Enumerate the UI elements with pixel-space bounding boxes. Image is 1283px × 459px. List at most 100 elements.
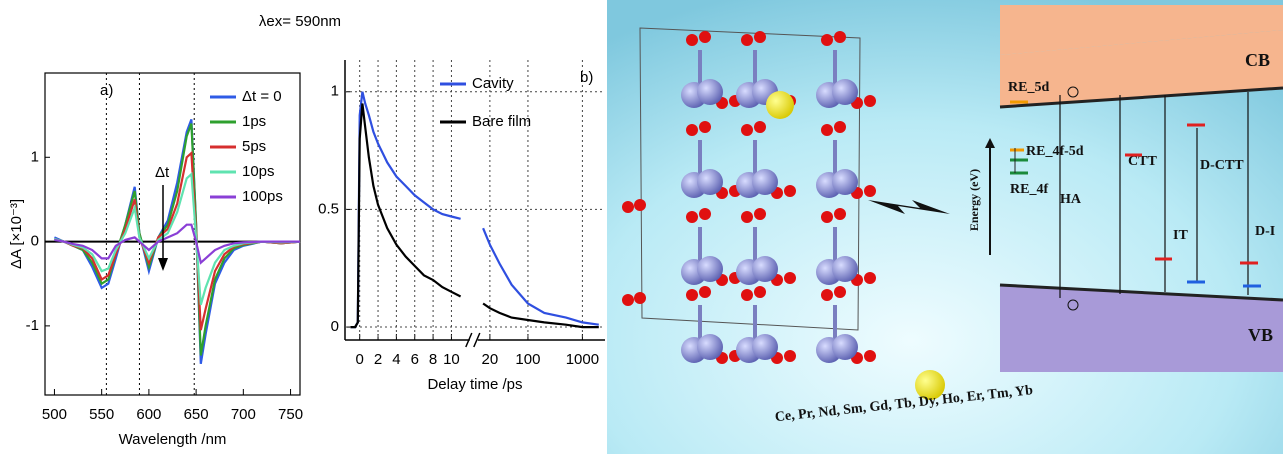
figure-label: λex= 590nm (259, 13, 341, 30)
o-atom (821, 34, 833, 46)
o-atom (699, 121, 711, 133)
o-atom (821, 211, 833, 223)
metal-atom (752, 256, 778, 282)
vb-label: VB (1248, 325, 1273, 345)
metal-atom (832, 256, 858, 282)
page: λex= 590nm -101500550600650700750Δt = 01… (0, 0, 1283, 459)
x-tick-label: 6 (411, 351, 419, 368)
legend-label: 100ps (242, 188, 283, 205)
it-label: IT (1173, 228, 1188, 243)
o-atom (864, 185, 876, 197)
o-atom (699, 208, 711, 220)
metal-atom (832, 79, 858, 105)
o-atom (686, 289, 698, 301)
o-atom (699, 31, 711, 43)
metal-atom (752, 169, 778, 195)
o-atom (741, 289, 753, 301)
x-tick-label: 500 (42, 406, 67, 423)
diagram: Ce, Pr, Nd, Sm, Gd, Tb, Dy, Ho, Er, Tm, … (607, 0, 1283, 454)
metal-atom (752, 334, 778, 360)
cb-label: CB (1245, 50, 1270, 70)
x-tick-label: 100 (515, 351, 540, 368)
legend-label: 1ps (242, 113, 266, 130)
x-tick-label: 700 (231, 406, 256, 423)
o-atom (754, 121, 766, 133)
o-atom (686, 211, 698, 223)
y-tick-label: -1 (26, 317, 39, 334)
x-tick-label: 750 (278, 406, 303, 423)
o-atom (754, 208, 766, 220)
re4f-label: RE_4f (1010, 182, 1048, 197)
dit-label: D-I (1255, 224, 1275, 239)
o-atom (864, 350, 876, 362)
o-atom (834, 31, 846, 43)
x-tick-label: 2 (374, 351, 382, 368)
dopant-atom (766, 91, 794, 119)
o-atom (741, 211, 753, 223)
x-tick-label: 1000 (566, 351, 599, 368)
re4f5d-label: RE_4f-5d (1026, 144, 1084, 159)
metal-atom (697, 79, 723, 105)
panel-label: b) (580, 69, 593, 86)
x-axis-label: Wavelength /nm (119, 431, 227, 448)
y-tick-label: 0 (31, 233, 39, 250)
dctt-label: D-CTT (1200, 158, 1244, 173)
ha-label: HA (1060, 192, 1082, 207)
y-tick-label: 1 (331, 83, 339, 100)
x-tick-label: 600 (136, 406, 161, 423)
o-atom (784, 272, 796, 284)
y-tick-label: 0.5 (318, 200, 339, 217)
re5d-label: RE_5d (1008, 80, 1049, 95)
metal-atom (832, 169, 858, 195)
o-atom (741, 34, 753, 46)
legend-label: 5ps (242, 138, 266, 155)
o-atom (864, 95, 876, 107)
metal-atom (697, 169, 723, 195)
x-tick-label: 0 (356, 351, 364, 368)
legend-label: Cavity (472, 75, 514, 92)
energy-label: Energy (eV) (967, 169, 981, 231)
o-atom (634, 199, 646, 211)
x-tick-label: 20 (482, 351, 499, 368)
figure: λex= 590nm -101500550600650700750Δt = 01… (0, 0, 1283, 454)
o-atom (784, 350, 796, 362)
o-atom (741, 124, 753, 136)
o-atom (821, 124, 833, 136)
x-axis-label: Delay time /ps (427, 376, 522, 393)
o-atom (634, 292, 646, 304)
x-tick-label: 650 (184, 406, 209, 423)
metal-atom (832, 334, 858, 360)
o-atom (864, 272, 876, 284)
x-tick-label: 550 (89, 406, 114, 423)
o-atom (821, 289, 833, 301)
o-atom (834, 208, 846, 220)
legend-label: Δt = 0 (242, 88, 282, 105)
x-tick-label: 10 (443, 351, 460, 368)
annotation: Δt (155, 164, 170, 181)
o-atom (699, 286, 711, 298)
o-atom (784, 185, 796, 197)
o-atom (834, 121, 846, 133)
panel-label: a) (100, 82, 113, 99)
x-tick-label: 8 (429, 351, 437, 368)
metal-atom (697, 256, 723, 282)
series-line (483, 228, 599, 325)
annotation-arrowhead (158, 258, 168, 271)
series-line (54, 124, 300, 356)
y-tick-label: 0 (331, 318, 339, 335)
o-atom (754, 31, 766, 43)
o-atom (834, 286, 846, 298)
legend-label: Bare film (472, 113, 531, 130)
o-atom (622, 294, 634, 306)
y-axis-label: ΔA [×10⁻³] (8, 199, 25, 269)
x-tick-label: 4 (392, 351, 400, 368)
o-atom (754, 286, 766, 298)
o-atom (622, 201, 634, 213)
o-atom (686, 124, 698, 136)
o-atom (686, 34, 698, 46)
series-line (483, 304, 599, 328)
y-tick-label: 1 (31, 148, 39, 165)
legend-label: 10ps (242, 163, 275, 180)
metal-atom (697, 334, 723, 360)
